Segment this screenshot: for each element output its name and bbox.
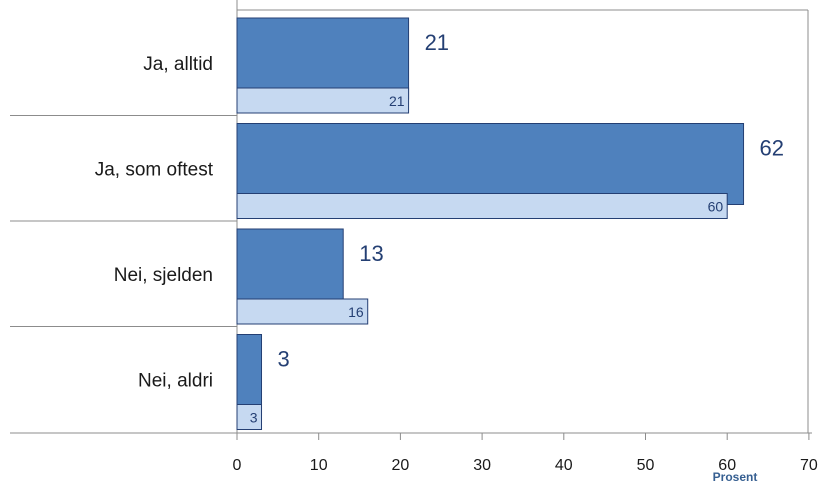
category-label-1: Ja, som oftest xyxy=(95,159,214,180)
data-label-series1-0: 21 xyxy=(425,30,449,55)
bar-series1-1 xyxy=(236,123,745,205)
x-tick-label-0: 0 xyxy=(233,457,242,474)
bar-series1-3 xyxy=(236,334,263,416)
category-label-3: Nei, aldri xyxy=(138,370,213,391)
bar-series1-0 xyxy=(236,17,410,100)
bar-series2-1 xyxy=(236,193,728,219)
x-axis-title: Prosent xyxy=(713,470,758,483)
category-label-2: Nei, sjelden xyxy=(114,265,213,286)
bar-series2-2 xyxy=(236,298,369,325)
data-label-series2-2: 16 xyxy=(348,304,364,320)
data-label-series1-1: 62 xyxy=(760,136,784,161)
data-label-series2-3: 3 xyxy=(250,410,258,426)
bar-series1-2 xyxy=(236,228,344,311)
x-tick-label-1: 10 xyxy=(310,457,328,474)
x-tick-label-6: 60 xyxy=(718,457,736,474)
bar-series2-3 xyxy=(236,404,263,430)
x-tick-label-2: 20 xyxy=(392,457,410,474)
bar-series2-0 xyxy=(236,87,410,114)
category-label-0: Ja, alltid xyxy=(143,54,213,75)
data-label-series2-0: 21 xyxy=(389,93,405,109)
x-tick-label-7: 70 xyxy=(800,457,818,474)
data-label-series1-2: 13 xyxy=(359,241,383,266)
x-tick-label-3: 30 xyxy=(473,457,491,474)
x-tick-label-5: 50 xyxy=(637,457,655,474)
x-tick-label-4: 40 xyxy=(555,457,573,474)
data-label-series1-3: 3 xyxy=(278,347,290,372)
data-label-series2-1: 60 xyxy=(708,199,724,215)
